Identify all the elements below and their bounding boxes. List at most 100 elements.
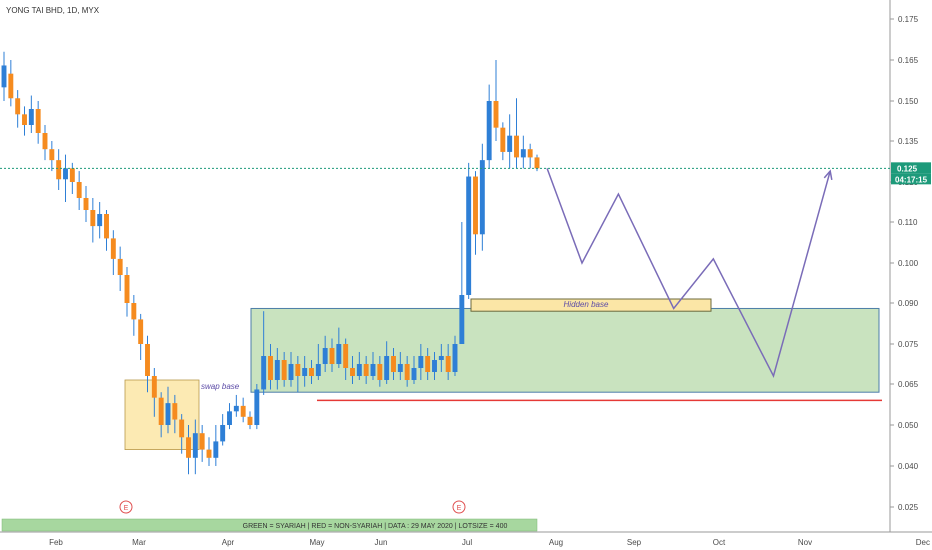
candle [466, 162, 472, 299]
time-tick-label: Oct [713, 538, 726, 547]
candle-body-down [295, 364, 301, 376]
time-tick-label: Dec [916, 538, 930, 547]
candle [432, 352, 437, 380]
earnings-letter: E [124, 505, 129, 512]
candle-body-down [151, 376, 157, 398]
candle [28, 95, 34, 133]
time-tick-label: Jun [375, 538, 388, 547]
candle [459, 222, 465, 344]
candle-body-down [350, 368, 355, 376]
candle [486, 84, 492, 169]
candle-body-up [261, 356, 267, 390]
candle-body-down [268, 356, 273, 380]
candle-body-down [35, 109, 41, 133]
candle [97, 202, 103, 239]
candle [186, 425, 191, 475]
candle [56, 149, 62, 190]
price-axis-ticks: 0.1750.1650.1500.1350.1200.1100.1000.090… [890, 15, 919, 512]
candle [213, 425, 219, 466]
candle-body-up [452, 344, 458, 372]
candle-body-down [22, 114, 27, 125]
candle-body-up [384, 356, 390, 380]
base-zone [250, 307, 880, 393]
candle-body-up [97, 214, 103, 227]
candle-body-up [336, 344, 342, 364]
candle [268, 344, 273, 390]
candle-body-down [124, 275, 130, 303]
candle-body-down [83, 198, 89, 210]
candle [49, 141, 55, 172]
candle-body-up [520, 149, 526, 158]
candle [124, 267, 130, 317]
time-tick-label: May [309, 538, 324, 547]
candle-body-up [418, 356, 424, 368]
price-tick-label: 0.165 [898, 56, 919, 65]
candle [391, 348, 396, 380]
candle-body-up [288, 364, 294, 380]
candle-series [1, 51, 540, 475]
price-tick-label: 0.050 [898, 421, 919, 430]
candle [83, 186, 89, 222]
price-tick-label: 0.150 [898, 97, 919, 106]
candle [329, 338, 335, 372]
candle [520, 135, 526, 169]
candle-body-down [110, 238, 116, 259]
candle [35, 101, 41, 144]
countdown-badge [891, 173, 931, 185]
price-tick-label: 0.065 [898, 380, 919, 389]
earnings-marker-2[interactable]: E [452, 500, 466, 514]
candle [309, 360, 314, 384]
candle [397, 352, 403, 380]
hidden-base-zone [470, 298, 712, 312]
candle [343, 338, 349, 380]
candle-body-down [42, 133, 48, 150]
candle-body-up [507, 135, 513, 152]
current-price-text: 0.125 [897, 164, 918, 173]
candle [145, 335, 150, 393]
candle [15, 90, 21, 128]
price-tick-label: 0.100 [898, 259, 919, 268]
candle [274, 348, 280, 390]
candle [138, 313, 144, 360]
candle-body-up [63, 168, 68, 180]
candle-body-down [445, 356, 451, 372]
candle [8, 60, 14, 107]
candle [233, 394, 239, 417]
earnings-circle [452, 500, 466, 514]
candle [473, 171, 478, 255]
time-tick-label: Feb [49, 538, 63, 547]
candle [206, 437, 212, 466]
candle-body-up [459, 295, 465, 344]
candle-body-down [500, 127, 506, 152]
candle-body-down [172, 403, 178, 420]
candle-body-down [281, 360, 287, 380]
price-tick-label: 0.090 [898, 299, 919, 308]
candle [479, 143, 485, 251]
candle [384, 341, 390, 384]
candle [295, 356, 301, 393]
candle [240, 397, 246, 423]
candle [192, 419, 198, 475]
candle-body-up [479, 160, 485, 235]
candle [104, 210, 109, 251]
candle-body-down [158, 397, 164, 425]
candle-body-down [493, 101, 499, 128]
candle-body-up [192, 433, 198, 458]
candle [199, 425, 205, 462]
candle-body-up [466, 176, 472, 295]
candle-body-up [274, 360, 280, 380]
candle-body-down [179, 419, 185, 438]
candle [110, 230, 116, 275]
earnings-marker-1[interactable]: E [119, 500, 133, 514]
candle-body-down [56, 160, 62, 180]
candle [151, 368, 157, 417]
candle [22, 106, 27, 136]
candle-body-down [206, 449, 212, 458]
candle-body-down [117, 258, 123, 275]
candle [336, 327, 342, 368]
candle [507, 114, 513, 169]
candle [63, 154, 68, 202]
candle-body-up [28, 109, 34, 125]
